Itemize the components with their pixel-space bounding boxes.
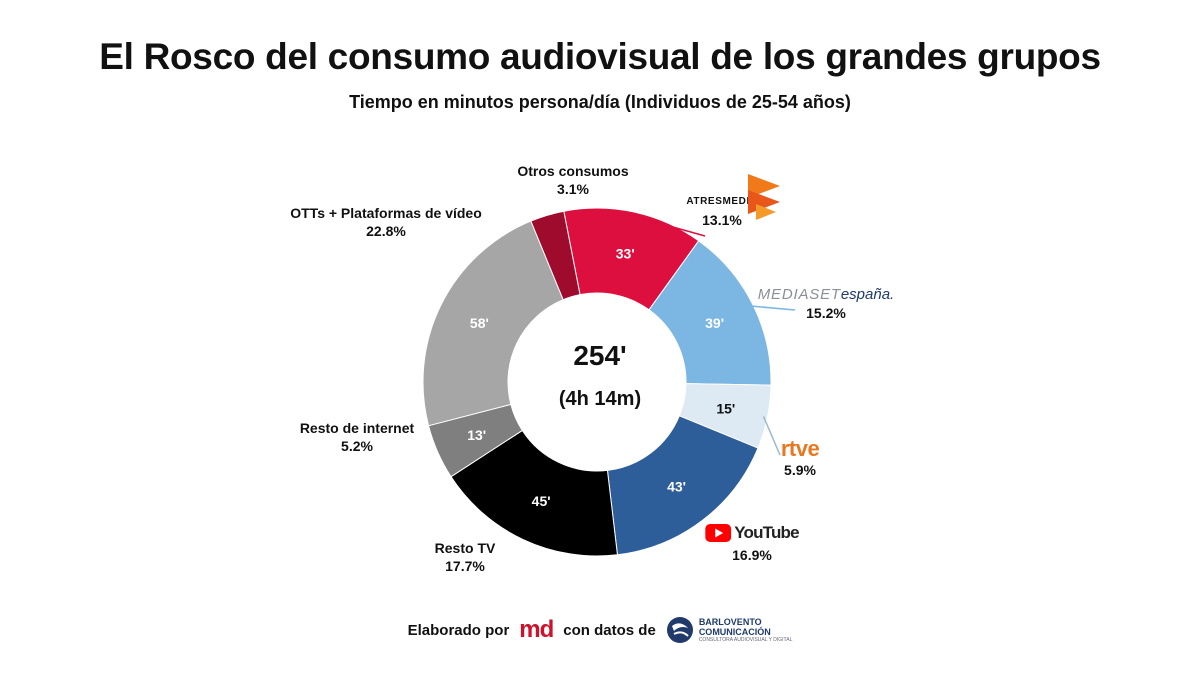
- label-rtve: rtve 5.9%: [780, 436, 820, 479]
- label-otts-pct: 22.8%: [366, 223, 406, 239]
- label-resto-tv-pct: 17.7%: [445, 558, 485, 574]
- slice-value-4: 45': [532, 493, 551, 509]
- label-resto-tv: Resto TV 17.7%: [435, 539, 496, 575]
- youtube-play-icon: [705, 524, 732, 542]
- slice-value-0: 33': [616, 246, 635, 262]
- rtve-logo: rtve: [780, 436, 820, 461]
- chart-title: El Rosco del consumo audiovisual de los …: [99, 36, 1101, 77]
- slice-value-3: 43': [667, 479, 686, 495]
- label-mediaset: MEDIASETespaña. 15.2%: [758, 285, 894, 322]
- label-mediaset-pct: 15.2%: [806, 305, 846, 321]
- slice-value-2: 15': [716, 401, 735, 417]
- label-resto-internet-name: Resto de internet: [299, 420, 415, 436]
- slice-1: [648, 240, 772, 386]
- label-otts: OTTs + Plataformas de vídeo 22.8%: [290, 204, 482, 240]
- label-atresmedia-pct: 13.1%: [702, 212, 742, 228]
- slice-7: [530, 210, 581, 301]
- label-youtube-pct: 16.9%: [732, 547, 772, 563]
- mediaset-logo: MEDIASETespaña.: [757, 286, 895, 303]
- slice-value-6: 58': [470, 315, 489, 331]
- label-resto-internet-pct: 5.2%: [341, 438, 373, 454]
- atresmedia-logo-icon: [748, 174, 780, 220]
- footer-elaborado: Elaborado por: [407, 621, 510, 639]
- leader-line-0: [633, 215, 706, 237]
- footer: Elaborado por md con datos de BARLOVENTO…: [0, 616, 1200, 644]
- slice-6: [422, 220, 564, 427]
- slice-value-1: 39': [705, 315, 724, 331]
- label-otros-name: Otros consumos: [517, 163, 629, 179]
- chart-subtitle: Tiempo en minutos persona/día (Individuo…: [349, 92, 851, 112]
- label-resto-tv-name: Resto TV: [434, 540, 496, 556]
- youtube-logo: YouTube: [705, 524, 800, 542]
- footer-con-datos: con datos de: [563, 621, 656, 639]
- leader-line-1: [748, 305, 796, 311]
- label-youtube: YouTube 16.9%: [705, 524, 800, 564]
- slice-value-5: 13': [467, 427, 486, 443]
- center-total: 254': [573, 340, 627, 371]
- label-otros-consumos: Otros consumos 3.1%: [517, 162, 628, 198]
- label-otros-pct: 3.1%: [557, 181, 589, 197]
- slice-4: [450, 429, 619, 557]
- label-resto-internet: Resto de internet 5.2%: [300, 419, 414, 455]
- atresmedia-logo-text: ATRESMEDIA: [686, 196, 758, 207]
- label-otts-name: OTTs + Plataformas de vídeo: [290, 205, 482, 221]
- label-atresmedia: ATRESMEDIA 13.1%: [686, 190, 757, 229]
- leader-line-2: [762, 416, 781, 456]
- label-rtve-pct: 5.9%: [784, 462, 816, 478]
- barlovento-logo: BARLOVENTO COMUNICACIÓN CONSULTORA AUDIO…: [666, 616, 792, 644]
- md-logo: md: [519, 616, 554, 643]
- barlovento-icon: [666, 617, 693, 643]
- center-subtitle: (4h 14m): [558, 388, 642, 410]
